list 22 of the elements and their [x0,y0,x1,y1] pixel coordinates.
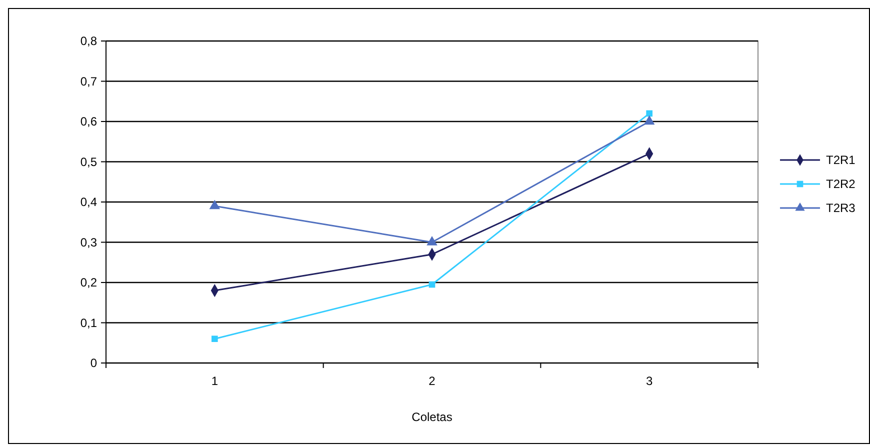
point [426,236,438,246]
x-axis-title: Coletas [412,410,452,424]
y-tick-label: 0,3 [80,235,98,250]
legend-label: T2R2 [826,177,856,192]
y-tick-label: 0 [90,356,98,370]
y-tick-label: 0,5 [80,154,98,169]
point [644,115,655,125]
y-tick-label: 0,6 [80,114,98,129]
y-tick-label: 0,8 [80,34,98,48]
y-tick-label: 0,2 [80,276,98,290]
y-tick-label: 0,1 [80,316,98,330]
x-tick-label: 1 [211,374,218,388]
x-tick-label: 2 [428,374,436,388]
x-tick-label: 3 [646,374,653,388]
point [428,281,436,288]
point [209,200,220,210]
legend-label: T2R1 [826,153,856,168]
y-tick-label: 0,4 [80,195,98,210]
legend-label: T2R3 [826,201,856,216]
point [646,110,652,117]
point [212,336,218,342]
y-tick-label: 0,7 [80,74,98,88]
